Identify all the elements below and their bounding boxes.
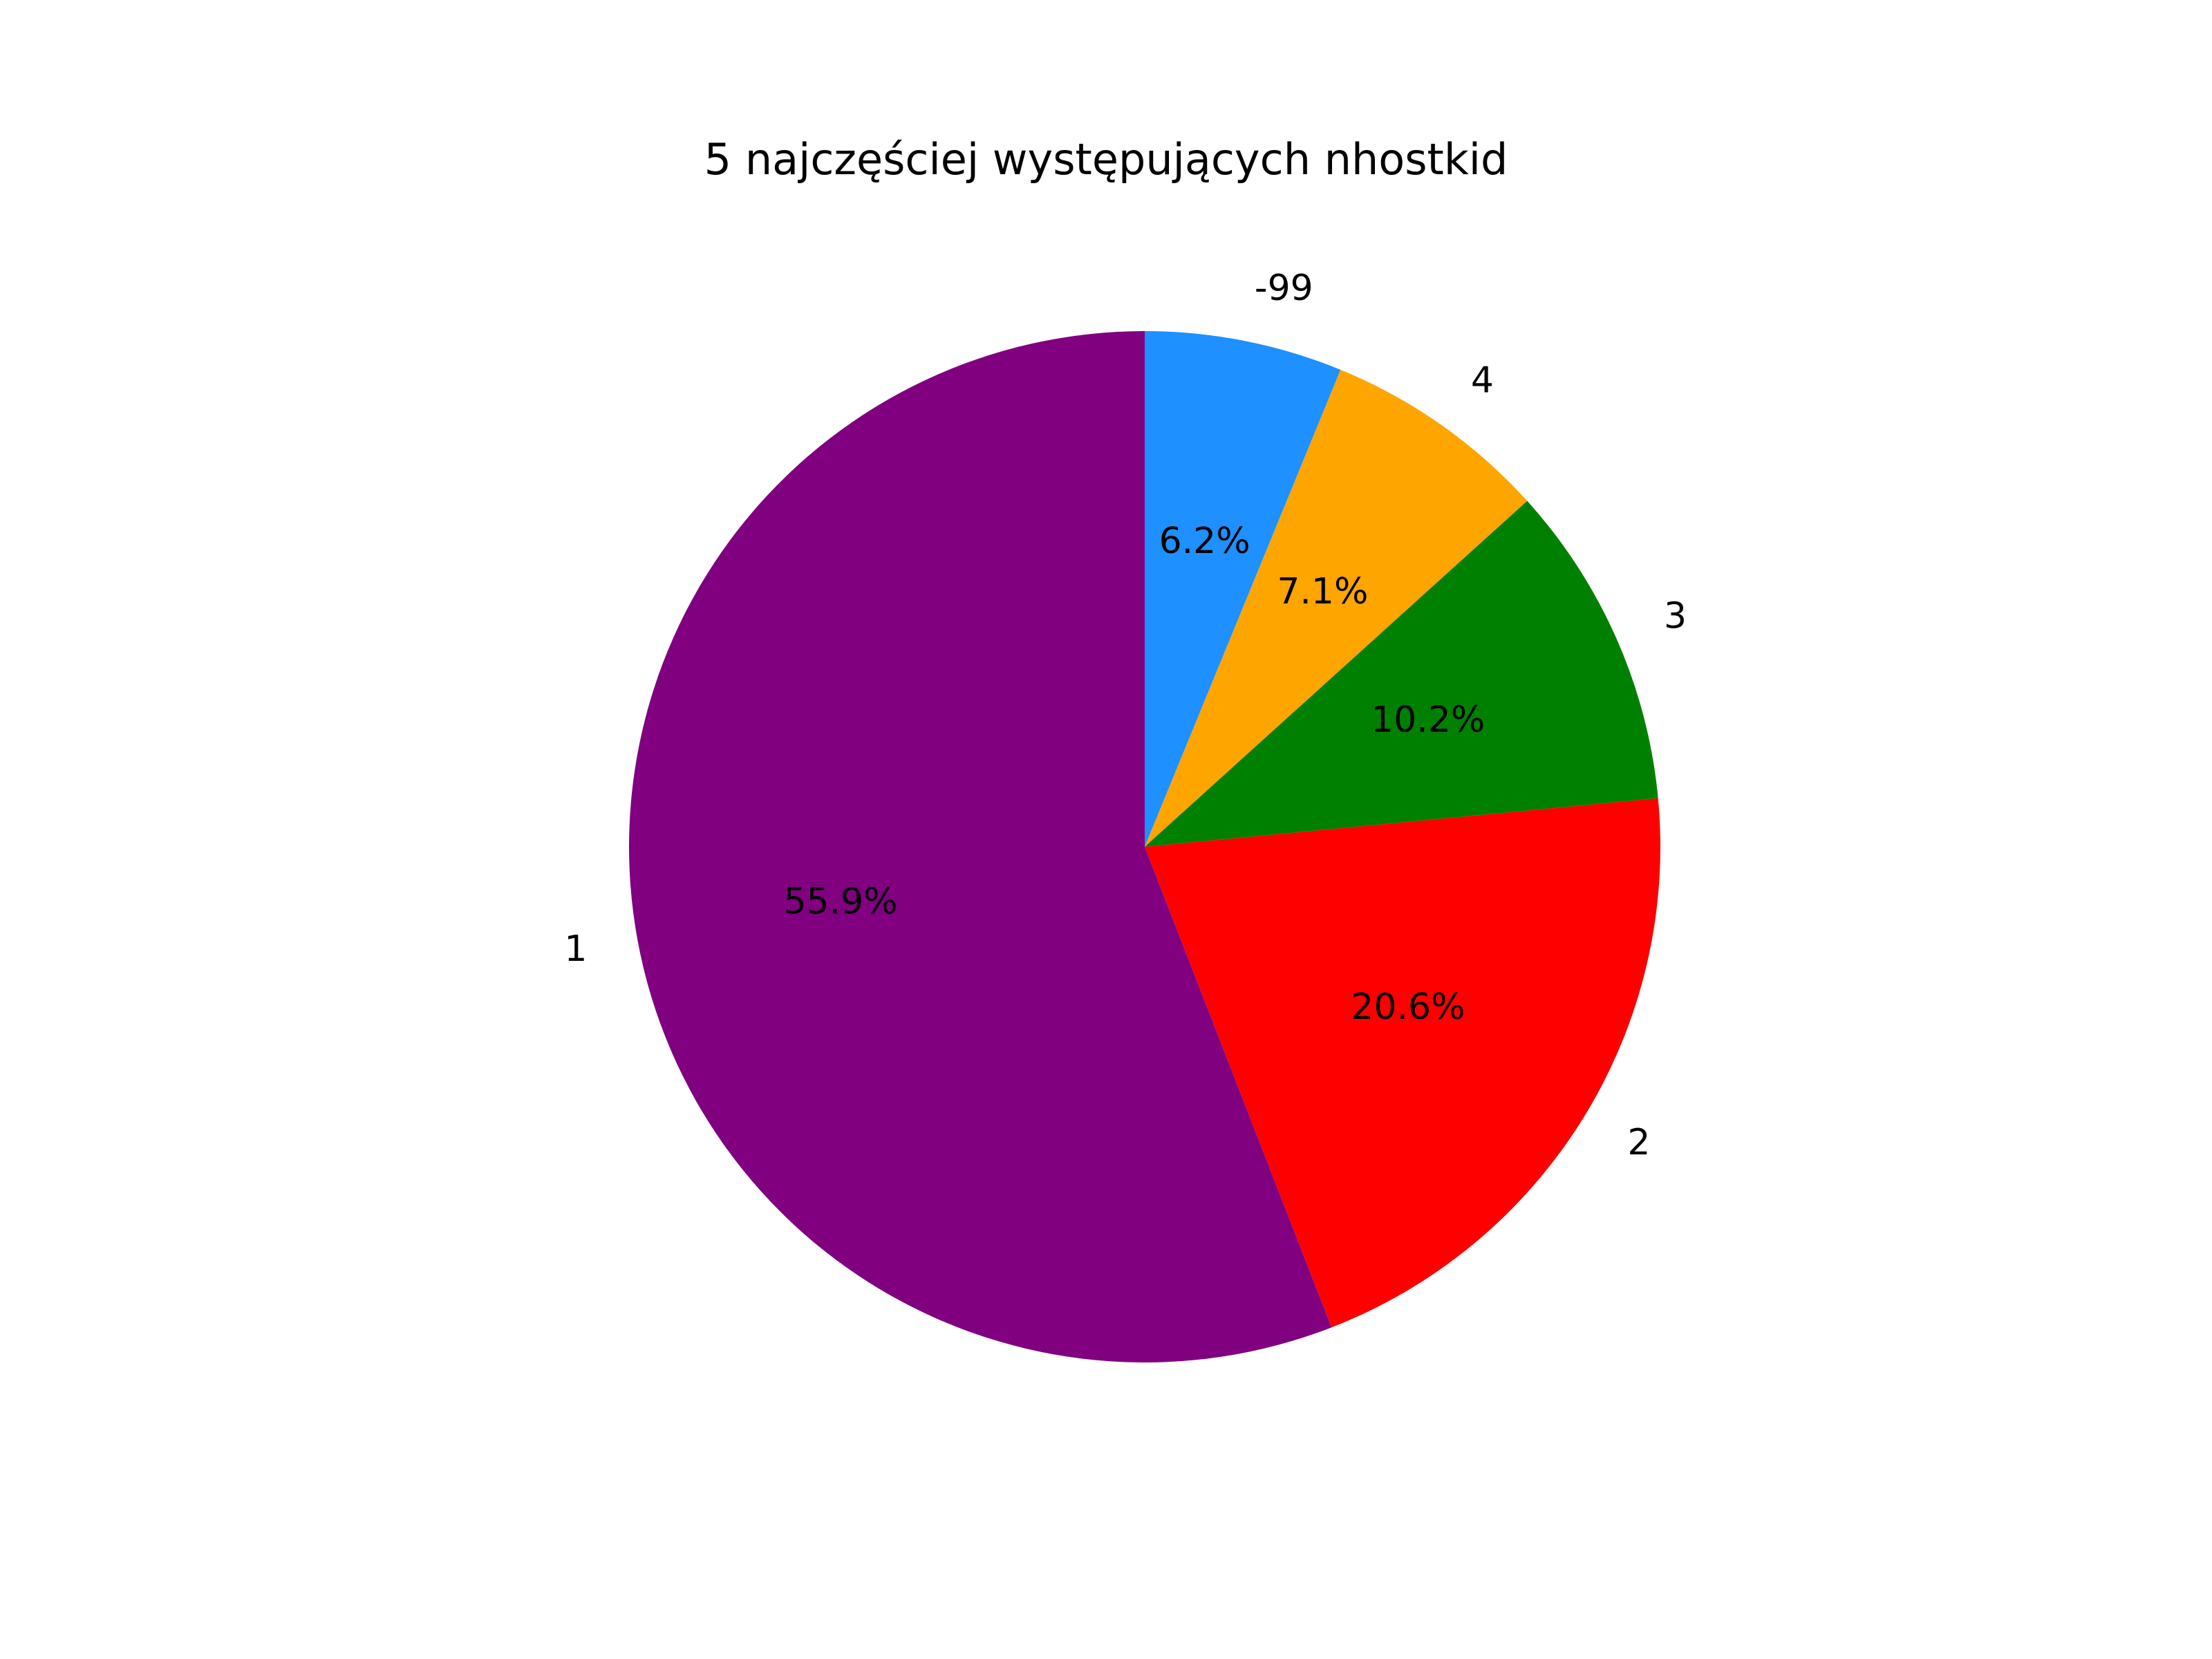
pie-slice-2	[1145, 500, 1658, 847]
pie-slice-label: 3	[1664, 595, 1687, 637]
pie-slice-label: -99	[1255, 268, 1313, 309]
pie-slice-label: 1	[564, 928, 587, 970]
pie-slice-4	[629, 331, 1332, 1362]
pie-slice-3	[1145, 798, 1660, 1328]
pie-slices	[629, 331, 1660, 1362]
pie-slice-1	[1145, 369, 1528, 847]
pie-slice-percent: 55.9%	[783, 881, 897, 922]
chart-title: 5 najczęściej występujących nhostkid	[704, 134, 1508, 185]
pie-slice-percent: 20.6%	[1351, 986, 1465, 1028]
pie-slice-percent: 7.1%	[1277, 571, 1368, 612]
pie-labels: -99 6.2% 4 7.1% 3 10.2% 2 20.6% 1 55.9%	[564, 268, 1687, 1163]
pie-slice-label: 2	[1627, 1122, 1650, 1163]
pie-slice-label: 4	[1471, 360, 1494, 402]
pie-slice-percent: 10.2%	[1371, 700, 1485, 741]
pie-slice-0	[1145, 331, 1341, 847]
pie-slice-percent: 6.2%	[1159, 521, 1250, 562]
